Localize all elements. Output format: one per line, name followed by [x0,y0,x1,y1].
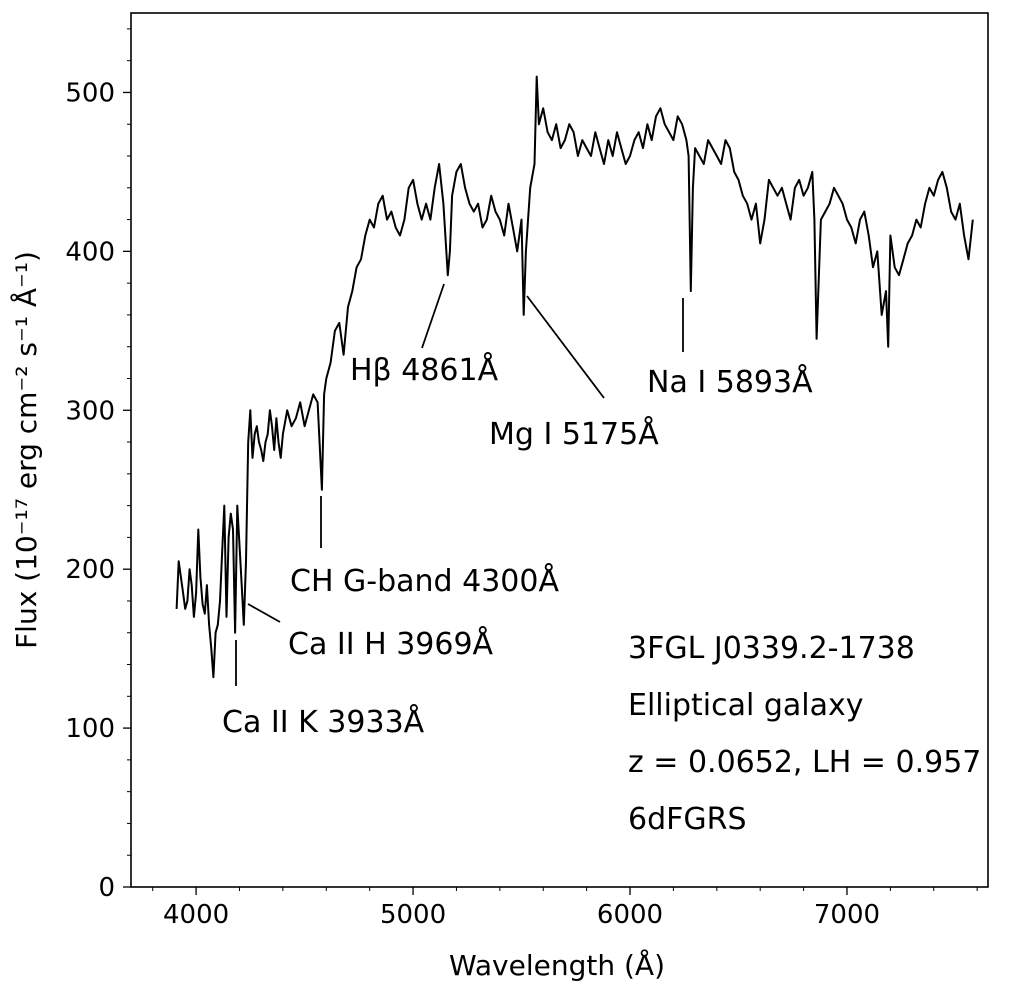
x-tick-label: 6000 [597,900,663,930]
annotation-na-i: Na I 5893Å [647,364,813,400]
y-axis-title: Flux (10⁻¹⁷ erg cm⁻² s⁻¹ Å⁻¹) [9,251,43,649]
y-tick-label: 100 [65,714,115,744]
info-redshift: z = 0.0652, LH = 0.957 [628,745,981,780]
annotation-ca-ii-k: Ca II K 3933Å [222,704,425,740]
annotation-ca-ii-h: Ca II H 3969Å [288,626,494,662]
y-tick-label: 0 [98,873,115,903]
annotation-ch-gband: CH G-band 4300Å [290,563,559,599]
info-source-name: 3FGL J0339.2-1738 [628,631,915,666]
line-annotations: Ca II K 3933Å Ca II H 3969Å CH G-band 43… [222,283,813,740]
x-tick-label: 4000 [163,900,229,930]
axis-ticks [123,28,978,895]
info-object-type: Elliptical galaxy [628,688,864,723]
leader-ca-ii-h [247,603,281,623]
spectrum-series-line [175,75,974,679]
annotation-hbeta: Hβ 4861Å [350,352,499,388]
y-tick-label: 500 [65,78,115,108]
y-tick-label: 200 [65,555,115,585]
info-survey: 6dFGRS [628,802,747,837]
x-axis-title: Wavelength (Å) [449,948,665,982]
x-tick-label: 5000 [380,900,446,930]
annotation-mg-i: Mg I 5175Å [489,416,659,452]
plot-frame [130,12,989,888]
leader-hbeta [421,283,445,349]
axis-tick-labels: 4000 5000 6000 7000 0 100 200 300 400 500 [65,78,880,930]
y-tick-label: 300 [65,396,115,426]
leader-mg-i [526,295,605,399]
x-tick-label: 7000 [814,900,880,930]
y-tick-label: 400 [65,237,115,267]
info-box: 3FGL J0339.2-1738 Elliptical galaxy z = … [628,631,981,837]
